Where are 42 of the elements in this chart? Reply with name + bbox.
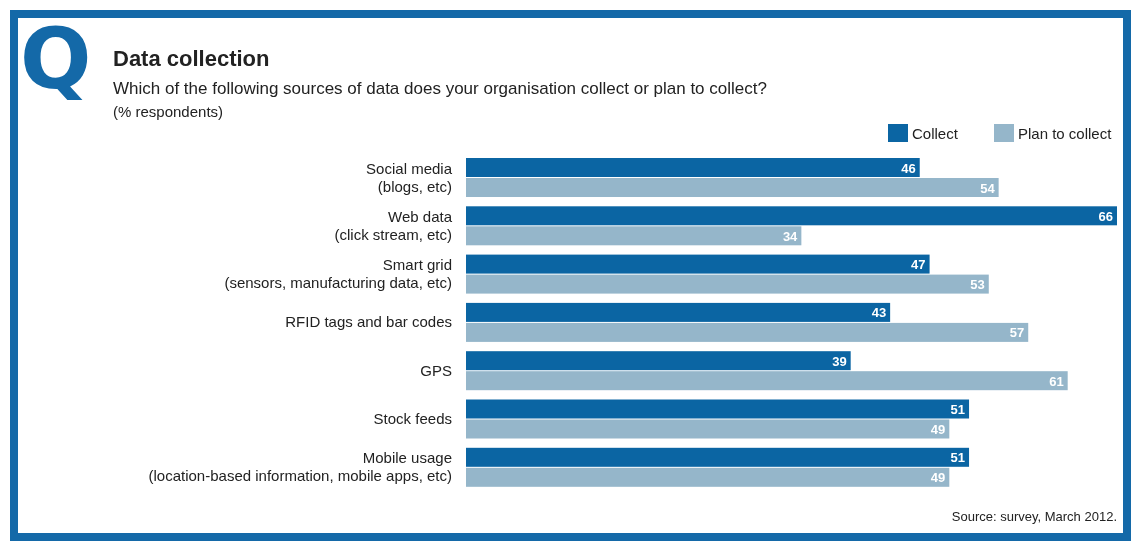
y-tick-label: Social media (blogs, etc) xyxy=(366,159,453,195)
bar xyxy=(466,302,891,322)
bar xyxy=(466,274,989,294)
data-label: 46 xyxy=(901,160,916,176)
data-label: 66 xyxy=(1098,208,1113,224)
data-label: 54 xyxy=(980,180,996,196)
bar xyxy=(466,399,970,419)
data-label: 51 xyxy=(950,402,966,417)
q-letter: Q xyxy=(20,10,92,108)
bar xyxy=(466,447,970,467)
chart-subtitle: Which of the following sources of data does your organisation collect or plan to collect? xyxy=(113,79,767,98)
data-label: 34 xyxy=(782,228,799,244)
bar xyxy=(466,467,950,487)
data-label: 47 xyxy=(911,257,926,273)
y-tick-label: Smart grid (sensors, manufacturing data, etc) xyxy=(224,256,452,292)
y-tick-label: Mobile usage (location-based information, mobile apps, etc) xyxy=(148,449,452,485)
bar xyxy=(466,226,802,246)
bar xyxy=(466,371,1068,391)
text: Data collection xyxy=(113,46,270,71)
bar xyxy=(466,254,930,274)
source-note: Source: survey, March 2012. xyxy=(951,509,1117,524)
data-label: 51 xyxy=(950,450,966,466)
y-tick-label: Stock feeds xyxy=(373,410,452,427)
bar xyxy=(466,206,1117,226)
data-label: 49 xyxy=(930,470,946,486)
data-label: 57 xyxy=(1009,325,1025,341)
x-axis-title: (% respondents) xyxy=(113,103,224,120)
data-label: 61 xyxy=(1049,373,1064,389)
legend-label: Collect xyxy=(912,125,959,142)
y-tick-label: RFID tags and bar codes xyxy=(285,313,452,331)
bar xyxy=(466,351,851,371)
y-tick-label: Web data (click stream, etc) xyxy=(334,207,453,243)
legend-label: Plan to collect xyxy=(1018,125,1113,142)
data-label: 49 xyxy=(930,422,946,437)
bar xyxy=(466,419,950,439)
data-label: 43 xyxy=(871,305,887,321)
y-tick-label: GPS xyxy=(420,361,452,379)
bar xyxy=(466,322,1029,342)
bar xyxy=(466,178,999,197)
bar xyxy=(466,158,920,177)
data-label: 39 xyxy=(832,353,847,369)
data-label: 53 xyxy=(970,277,985,293)
